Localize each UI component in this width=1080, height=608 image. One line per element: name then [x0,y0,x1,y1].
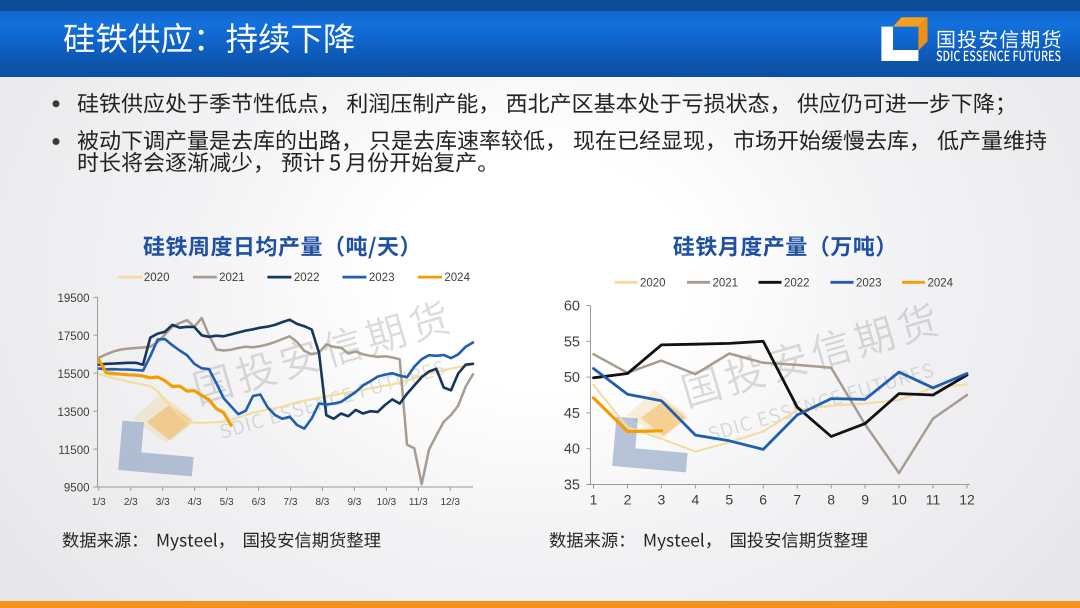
svg-text:45: 45 [564,406,580,422]
svg-text:7/3: 7/3 [284,497,298,508]
svg-text:11500: 11500 [58,445,89,457]
svg-text:3: 3 [658,492,666,508]
svg-text:8/3: 8/3 [315,497,329,508]
svg-text:6: 6 [759,492,767,508]
svg-text:50: 50 [564,370,580,386]
svg-text:3/3: 3/3 [156,497,170,508]
svg-text:2021: 2021 [219,272,245,284]
svg-text:2: 2 [624,492,632,508]
svg-text:2022: 2022 [294,272,320,284]
svg-text:13500: 13500 [58,407,90,419]
svg-text:4: 4 [692,492,700,508]
svg-text:40: 40 [564,442,580,458]
svg-text:2022: 2022 [784,277,810,289]
svg-text:60: 60 [564,299,580,315]
svg-text:5/3: 5/3 [220,497,234,508]
svg-text:9: 9 [861,492,869,508]
svg-text:7: 7 [793,492,801,508]
svg-text:55: 55 [564,334,580,350]
svg-text:12/3: 12/3 [440,497,460,508]
svg-text:6/3: 6/3 [252,497,266,508]
svg-text:9/3: 9/3 [347,497,361,508]
svg-text:12: 12 [959,492,975,508]
svg-text:2023: 2023 [369,272,395,284]
svg-text:2023: 2023 [856,277,882,289]
svg-text:10/3: 10/3 [377,497,397,508]
svg-text:9500: 9500 [64,483,90,495]
svg-text:1/3: 1/3 [92,497,106,508]
svg-text:1: 1 [590,492,598,508]
svg-text:4/3: 4/3 [188,497,202,508]
svg-text:2020: 2020 [640,277,666,289]
svg-text:15500: 15500 [58,369,90,381]
svg-text:2020: 2020 [144,272,170,284]
svg-text:8: 8 [827,492,835,508]
svg-text:11: 11 [926,492,941,508]
svg-text:2/3: 2/3 [124,497,138,508]
svg-text:35: 35 [564,478,580,494]
svg-text:5: 5 [725,492,733,508]
svg-text:2024: 2024 [444,272,470,284]
svg-text:2024: 2024 [928,277,954,289]
svg-text:19500: 19500 [58,293,90,305]
svg-text:2021: 2021 [713,277,739,289]
svg-text:10: 10 [891,492,907,508]
svg-text:17500: 17500 [58,331,90,343]
svg-text:11/3: 11/3 [409,497,428,508]
